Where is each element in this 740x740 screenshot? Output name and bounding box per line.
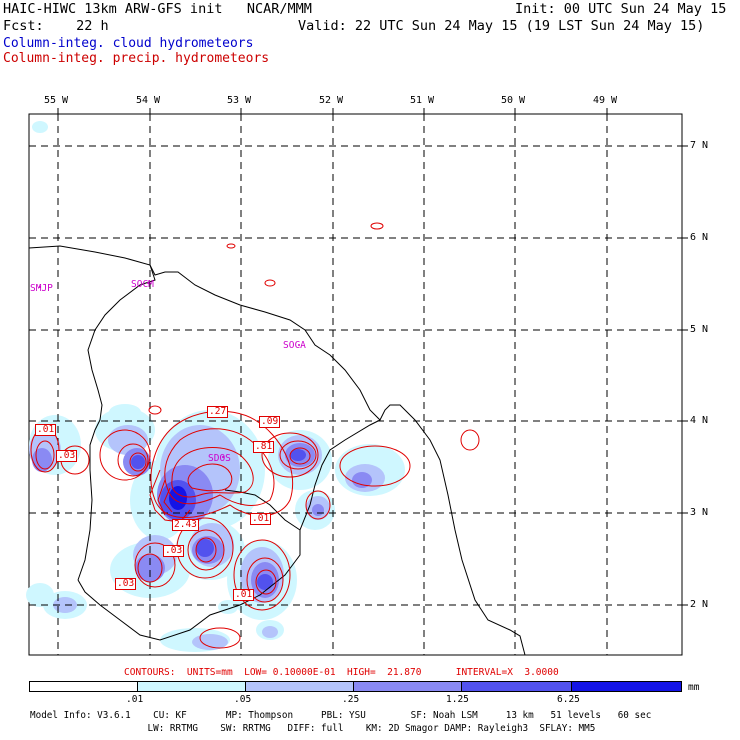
colorbar-segment <box>353 681 462 692</box>
contour-info: CONTOURS: UNITS=mm LOW= 0.10000E-01 HIGH… <box>124 667 559 678</box>
lat-label: 3 N <box>690 507 709 518</box>
contour-label: .03 <box>115 578 137 590</box>
legend-precip: Column-integ. precip. hydrometeors <box>3 51 270 66</box>
colorbar-segment <box>29 681 138 692</box>
model-info-line2: LW: RRTMG SW: RRTMG DIFF: full KM: 2D Sm… <box>30 723 596 734</box>
lon-label: 49 W <box>593 95 618 106</box>
contour-label: .01 <box>250 513 272 525</box>
header-forecast: Fcst: 22 h <box>3 18 109 34</box>
contour-label: .01 <box>35 424 57 436</box>
colorbar-segment <box>571 681 682 692</box>
lon-label: 50 W <box>501 95 526 106</box>
colorbar-unit: mm <box>688 682 700 693</box>
contour-label: .01 <box>233 589 255 601</box>
lat-label: 5 N <box>690 324 709 335</box>
colorbar-tick: .01 <box>126 694 144 705</box>
lon-label: 53 W <box>227 95 252 106</box>
contour-label: .03 <box>163 545 185 557</box>
header-valid: Valid: 22 UTC Sun 24 May 15 (19 LST Sun … <box>298 18 705 34</box>
graticule <box>29 114 682 655</box>
lon-label: 54 W <box>136 95 161 106</box>
lat-label: 4 N <box>690 415 709 426</box>
coastline-borders <box>28 245 526 656</box>
contour-label: .81 <box>253 441 275 453</box>
legend-cloud: Column-integ. cloud hydrometeors <box>3 36 254 51</box>
lon-label: 52 W <box>319 95 344 106</box>
header-init: Init: 00 UTC Sun 24 May 15 <box>515 1 727 17</box>
lat-label: 2 N <box>690 599 709 610</box>
station-label: SDOS <box>208 453 231 464</box>
colorbar-segment <box>137 681 246 692</box>
colorbar-tick: .25 <box>342 694 360 705</box>
colorbar-tick: .05 <box>234 694 252 705</box>
colorbar-tick: 6.25 <box>557 694 580 705</box>
station-label: SMJP <box>30 283 53 294</box>
lat-label: 6 N <box>690 232 709 243</box>
colorbar-segment <box>461 681 572 692</box>
station-label: SOCA <box>283 340 306 351</box>
header-title: HAIC-HIWC 13km ARW-GFS init NCAR/MMM <box>3 1 312 17</box>
lon-label: 55 W <box>44 95 69 106</box>
colorbar-tick: 1.25 <box>446 694 469 705</box>
model-info-line1: Model Info: V3.6.1 CU: KF MP: Thompson P… <box>30 710 652 721</box>
lat-label: 7 N <box>690 140 709 151</box>
lon-ticks <box>57 108 688 606</box>
station-label: SOCM <box>131 279 154 290</box>
lon-label: 51 W <box>410 95 435 106</box>
station-markers <box>39 282 300 458</box>
contour-label: 2.43 <box>172 519 199 531</box>
contour-label: .09 <box>259 416 281 428</box>
contour-label: .03 <box>56 450 78 462</box>
contour-label: .27 <box>207 406 229 418</box>
colorbar-segment <box>245 681 354 692</box>
